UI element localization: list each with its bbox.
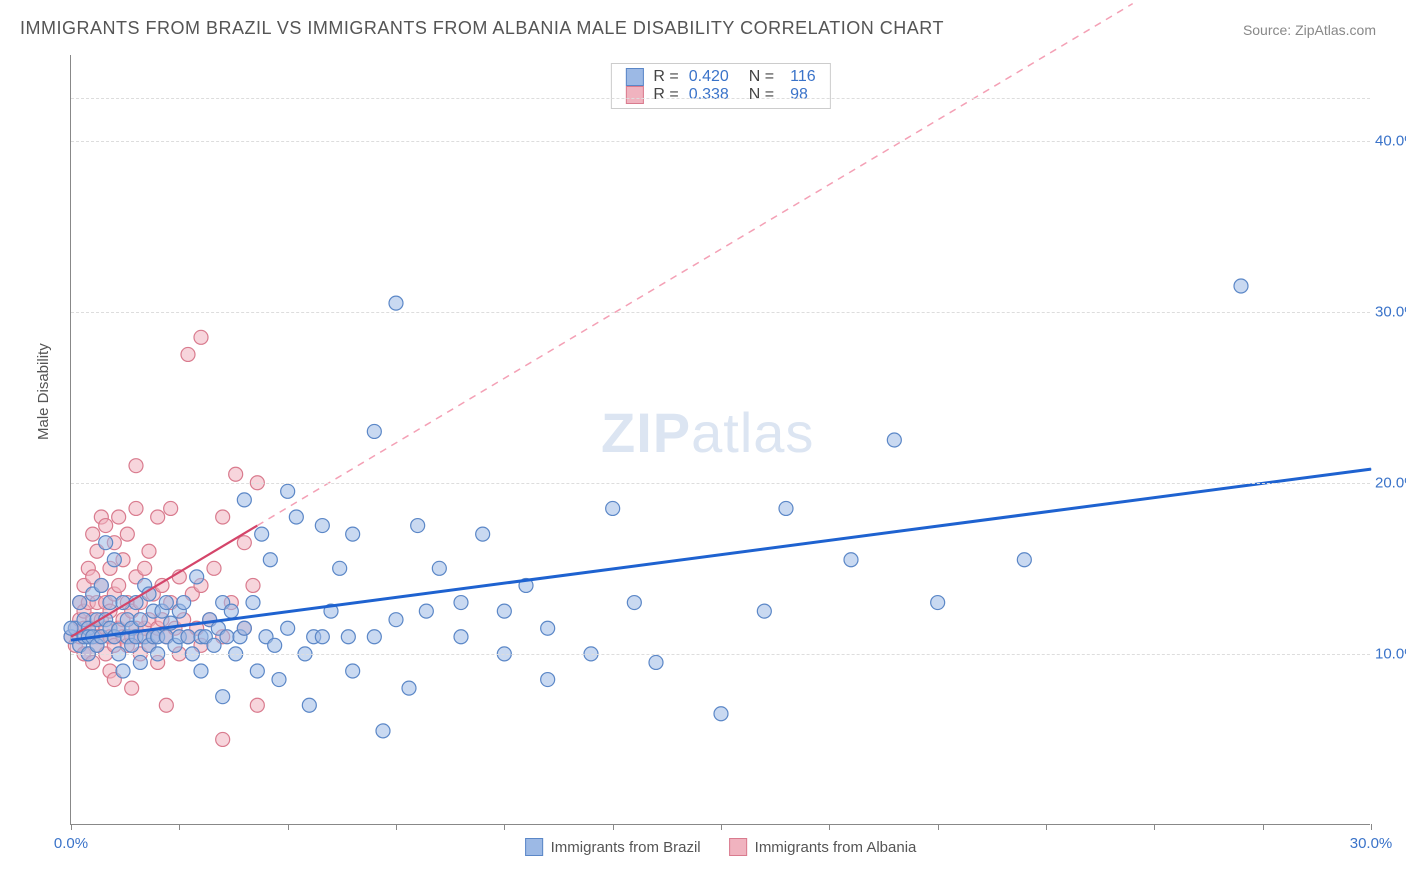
swatch-albania-2 bbox=[729, 838, 747, 856]
legend-item-albania: Immigrants from Albania bbox=[729, 838, 917, 856]
chart-title: IMMIGRANTS FROM BRAZIL VS IMMIGRANTS FRO… bbox=[20, 18, 944, 39]
series-legend: Immigrants from Brazil Immigrants from A… bbox=[525, 838, 917, 856]
swatch-brazil-2 bbox=[525, 838, 543, 856]
scatter-svg bbox=[71, 55, 1370, 824]
chart-plot-area: ZIPatlas R =0.420 N =116 R =0.338 N =98 … bbox=[70, 55, 1370, 825]
y-axis-label: Male Disability bbox=[35, 343, 52, 440]
source-attribution: Source: ZipAtlas.com bbox=[1243, 22, 1376, 38]
legend-item-brazil: Immigrants from Brazil bbox=[525, 838, 701, 856]
